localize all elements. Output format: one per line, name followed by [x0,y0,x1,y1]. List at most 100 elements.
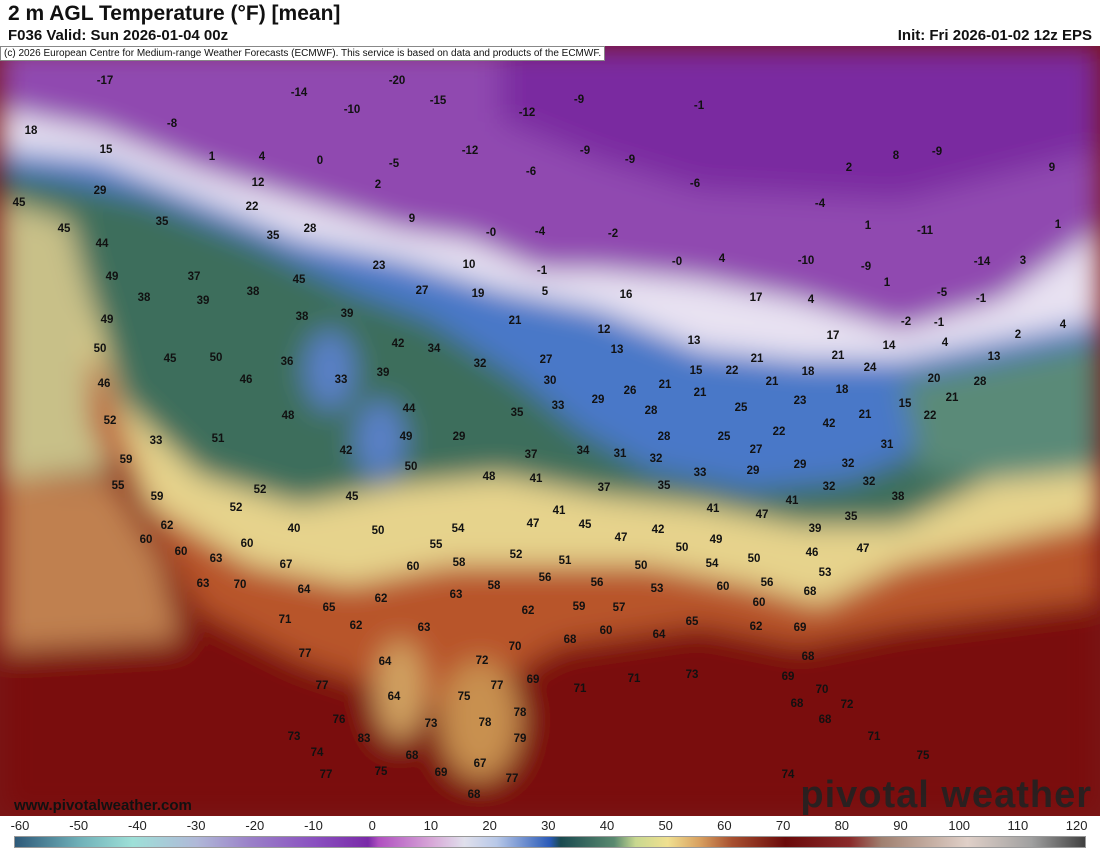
colorbar-tick-label: 20 [482,818,497,833]
temperature-label: 56 [590,577,604,589]
temperature-label: 72 [475,655,489,667]
pivotal-weather-logo: pivotal weather [800,774,1092,816]
temperature-label: 36 [280,356,294,368]
temperature-label: 50 [371,525,385,537]
temperature-label: 9 [408,213,416,225]
temperature-label: 71 [867,731,881,743]
temperature-label: 70 [233,579,247,591]
temperature-label: 45 [292,274,306,286]
valid-time: F036 Valid: Sun 2026-01-04 00z [8,27,229,44]
colorbar-tick-label: 0 [368,818,376,833]
temperature-label: 42 [651,524,665,536]
temperature-label: 17 [826,330,840,342]
temperature-label: 79 [513,733,527,745]
temperature-label: 68 [790,698,804,710]
temperature-label: 68 [801,651,815,663]
temperature-label: 47 [856,543,870,555]
temperature-label: 18 [835,384,849,396]
colorbar-tick-label: 40 [599,818,615,833]
temperature-label: 19 [471,288,485,300]
temperature-label: -4 [814,198,826,210]
temperature-label: 40 [287,523,301,535]
temperature-label: 62 [160,520,174,532]
temperature-label: 13 [610,344,624,356]
temperature-label: 76 [332,714,346,726]
temperature-map[interactable]: (c) 2026 European Centre for Medium-rang… [0,46,1100,816]
temperature-label: 48 [482,471,496,483]
temperature-label: 73 [685,669,699,681]
temperature-label: 45 [578,519,592,531]
temperature-label: 10 [462,259,476,271]
temperature-label: 37 [524,449,538,461]
temperature-label: 25 [734,402,748,414]
temperature-label: 75 [916,750,930,762]
temperature-label: 49 [709,534,723,546]
temperature-label: 50 [747,553,761,565]
temperature-label: 41 [706,503,720,515]
colorbar-tick-label: 100 [948,818,971,833]
temperature-label: 54 [705,558,719,570]
temperature-label: 29 [793,459,807,471]
temperature-label: 62 [374,593,388,605]
temperature-label: 63 [417,622,431,634]
temperature-label: 28 [657,431,671,443]
temperature-label: 18 [801,366,815,378]
temperature-label: 68 [467,789,481,801]
temperature-label: 75 [374,766,388,778]
temperature-label: 29 [591,394,605,406]
temperature-label: 71 [627,673,641,685]
temperature-label: 29 [746,465,760,477]
temperature-label: 83 [357,733,371,745]
temperature-label: 35 [657,480,671,492]
temperature-label: 5 [541,286,549,298]
temperature-label: 22 [725,365,739,377]
temperature-label: -20 [388,75,406,87]
temperature-label: -10 [343,104,361,116]
temperature-label: 30 [543,375,557,387]
temperature-label: 69 [526,674,540,686]
temperature-label: -17 [96,75,114,87]
temperature-label: 77 [315,680,329,692]
temperature-label: 63 [449,589,463,601]
temperature-label: 45 [163,353,177,365]
temperature-label: 8 [892,150,900,162]
map-title: 2 m AGL Temperature (°F) [mean] [8,2,341,25]
temperature-label: 4 [718,253,726,265]
temperature-label: 77 [319,769,333,781]
website-link[interactable]: www.pivotalweather.com [14,797,192,814]
temperature-label: 38 [295,311,309,323]
temperature-label: 4 [941,337,949,349]
temperature-label: 49 [399,431,413,443]
temperature-label: 15 [689,365,703,377]
init-time: Init: Fri 2026-01-02 12z EPS [897,27,1092,44]
temperature-label: 58 [452,557,466,569]
colorbar-tick-label: -60 [10,818,30,833]
temperature-label: 29 [452,431,466,443]
temperature-label: 23 [793,395,807,407]
temperature-label: 77 [505,773,519,785]
temperature-label: 54 [451,523,465,535]
temperature-label: 21 [693,387,707,399]
temperature-label: 45 [345,491,359,503]
temperature-label: -12 [518,107,536,119]
colorbar-tick-label: -10 [304,818,323,833]
temperature-label: 15 [99,144,113,156]
temperature-label: 1 [864,220,872,232]
temperature-label: 64 [297,584,311,596]
temperature-label: 35 [510,407,524,419]
temperature-label: 41 [785,495,799,507]
temperature-label: 22 [245,201,259,213]
temperature-label: -0 [671,256,683,268]
colorbar-tick-label: 60 [717,818,732,833]
temperature-label: 58 [487,580,501,592]
temperature-label: -6 [525,166,537,178]
temperature-label: 24 [863,362,877,374]
temperature-label: 12 [251,177,265,189]
ecmwf-credit: (c) 2026 European Centre for Medium-rang… [0,46,606,61]
temperature-label: 20 [927,373,941,385]
temperature-label: 68 [803,586,817,598]
temperature-label: 38 [891,491,905,503]
temperature-label: 0 [316,155,324,167]
temperature-label: 21 [508,315,522,327]
temperature-label: -1 [693,100,705,112]
